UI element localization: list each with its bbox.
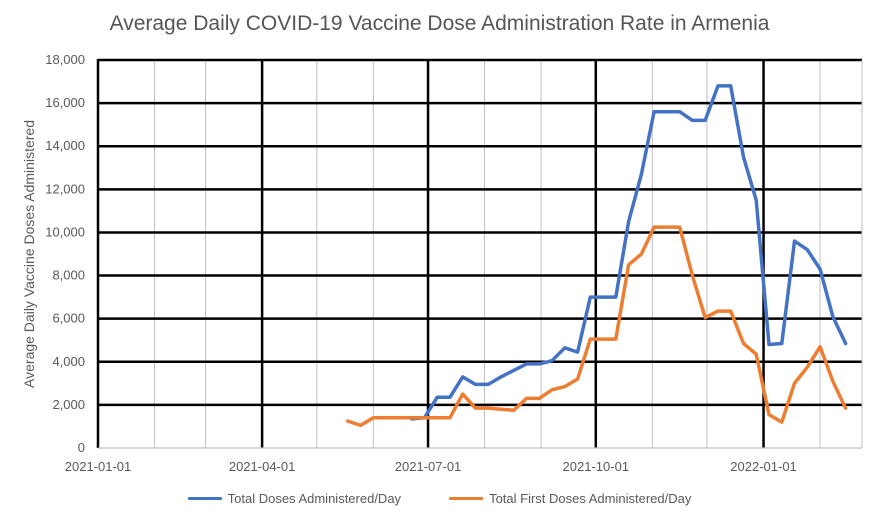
label-layer: 0 2,000 4,000 6,000 8,000 10,000 12,000 14,000 1…	[45, 52, 797, 474]
y-tick-label: 0	[78, 440, 85, 455]
y-tick-label: 8,000	[52, 268, 85, 283]
x-tick-label: 2021-07-01	[395, 459, 462, 474]
legend-label: Total First Doses Administered/Day	[489, 491, 692, 506]
legend-label: Total Doses Administered/Day	[227, 491, 402, 506]
y-tick-label: 12,000	[45, 181, 85, 196]
y-tick-label: 10,000	[45, 224, 85, 239]
y-tick-label: 16,000	[45, 95, 85, 110]
x-tick-label: 2021-10-01	[563, 459, 630, 474]
legend-item: Total Doses Administered/Day	[187, 491, 402, 506]
x-tick-label: 2022-01-01	[730, 459, 797, 474]
y-tick-label: 2,000	[52, 397, 85, 412]
axis-layer	[96, 59, 863, 449]
y-tick-label: 4,000	[52, 354, 85, 369]
chart-title: Average Daily COVID-19 Vaccine Dose Admi…	[109, 12, 770, 35]
grid-layer	[98, 58, 862, 448]
legend-item: Total First Doses Administered/Day	[449, 491, 691, 506]
y-tick-label: 6,000	[52, 311, 85, 326]
y-axis-label: Average Daily Vaccine Doses Administered	[21, 120, 37, 388]
legend: Total Doses Administered/Day Total First …	[0, 491, 879, 506]
x-tick-label: 2021-01-01	[65, 459, 132, 474]
y-tick-label: 18,000	[45, 52, 85, 67]
y-tick-label: 14,000	[45, 138, 85, 153]
series-line-1	[409, 84, 848, 421]
series-line-2	[346, 225, 848, 428]
legend-swatch	[187, 497, 222, 500]
legend-swatch	[449, 497, 484, 500]
x-tick-label: 2021-04-01	[229, 459, 296, 474]
series-layer	[346, 84, 848, 428]
